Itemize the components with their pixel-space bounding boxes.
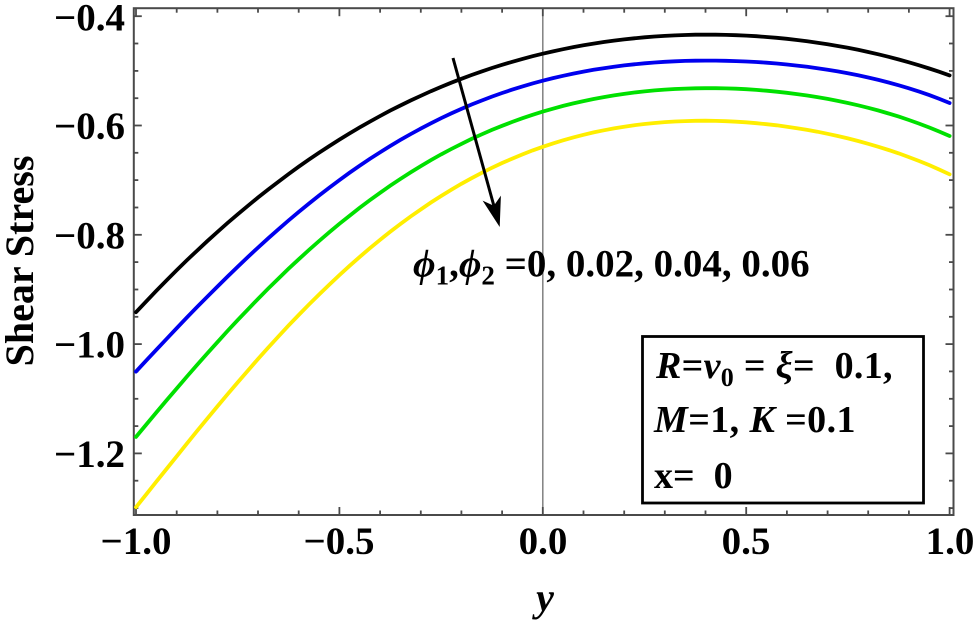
svg-text:M=1, K =0.1: M=1, K =0.1 (653, 399, 856, 441)
svg-text:R=v0 = ξ= 0.1,: R=v0 = ξ= 0.1, (655, 345, 893, 392)
svg-text:−0.4: −0.4 (54, 0, 125, 39)
svg-text:−1.2: −1.2 (54, 433, 125, 476)
svg-text:y: y (532, 575, 554, 620)
svg-text:0.0: 0.0 (519, 520, 568, 563)
svg-text:−0.6: −0.6 (54, 105, 125, 148)
svg-text:−0.5: −0.5 (304, 520, 375, 563)
svg-text:Shear Stress: Shear Stress (0, 156, 42, 367)
svg-text:−0.8: −0.8 (54, 214, 125, 257)
svg-text:ϕ1,ϕ2 =0, 0.02, 0.04, 0.06: ϕ1,ϕ2 =0, 0.02, 0.04, 0.06 (413, 243, 810, 291)
svg-text:x= 0: x= 0 (654, 455, 733, 497)
svg-text:−1.0: −1.0 (54, 324, 125, 367)
svg-text:0.5: 0.5 (722, 520, 771, 563)
svg-text:1.0: 1.0 (926, 520, 975, 563)
svg-text:−1.0: −1.0 (101, 520, 172, 563)
